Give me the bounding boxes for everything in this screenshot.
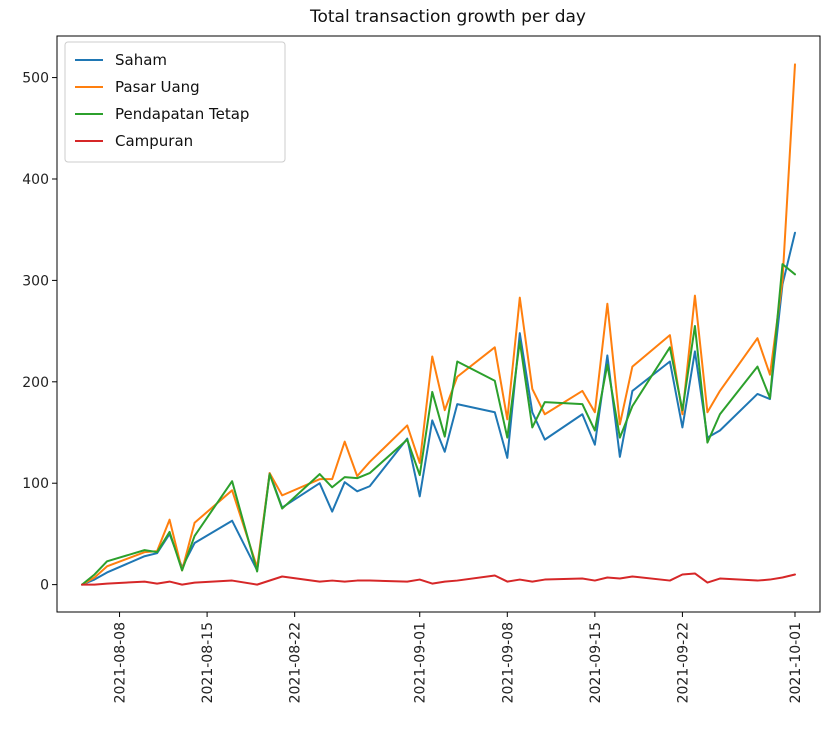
chart-title: Total transaction growth per day xyxy=(309,7,586,27)
legend-label: Campuran xyxy=(115,132,193,150)
legend-label: Saham xyxy=(115,51,167,69)
series-line-saham xyxy=(81,231,796,586)
y-tick-label: 0 xyxy=(40,578,49,594)
series-line-campuran xyxy=(81,572,796,586)
y-tick-label: 500 xyxy=(22,71,49,87)
x-tick-label: 2021-10-01 xyxy=(788,622,804,703)
series-line-pendapatan-tetap xyxy=(81,263,796,586)
x-axis: 2021-08-08 2021-08-15 2021-08-22 2021-09-01… xyxy=(113,612,804,703)
series-layer xyxy=(81,63,796,586)
x-tick-label: 2021-09-01 xyxy=(413,622,429,703)
x-tick-label: 2021-08-08 xyxy=(113,622,129,703)
series-line-pasar-uang xyxy=(81,63,796,586)
y-axis: 0 100 200 300 400 500 xyxy=(22,71,57,594)
legend-label: Pendapatan Tetap xyxy=(115,105,249,123)
y-tick-label: 200 xyxy=(22,375,49,391)
legend-box xyxy=(64,41,286,163)
x-tick-label: 2021-09-15 xyxy=(588,622,604,703)
x-tick-label: 2021-08-22 xyxy=(288,622,304,703)
y-tick-label: 400 xyxy=(22,172,49,188)
x-tick-label: 2021-09-22 xyxy=(675,622,691,703)
y-tick-label: 100 xyxy=(22,476,49,492)
x-tick-label: 2021-08-15 xyxy=(200,622,216,703)
plot-area-frame xyxy=(56,35,821,613)
x-tick-label: 2021-09-08 xyxy=(500,622,516,703)
legend: Saham Pasar Uang Pendapatan Tetap Campuran xyxy=(64,41,286,163)
legend-label: Pasar Uang xyxy=(115,78,200,96)
y-tick-label: 300 xyxy=(22,273,49,289)
